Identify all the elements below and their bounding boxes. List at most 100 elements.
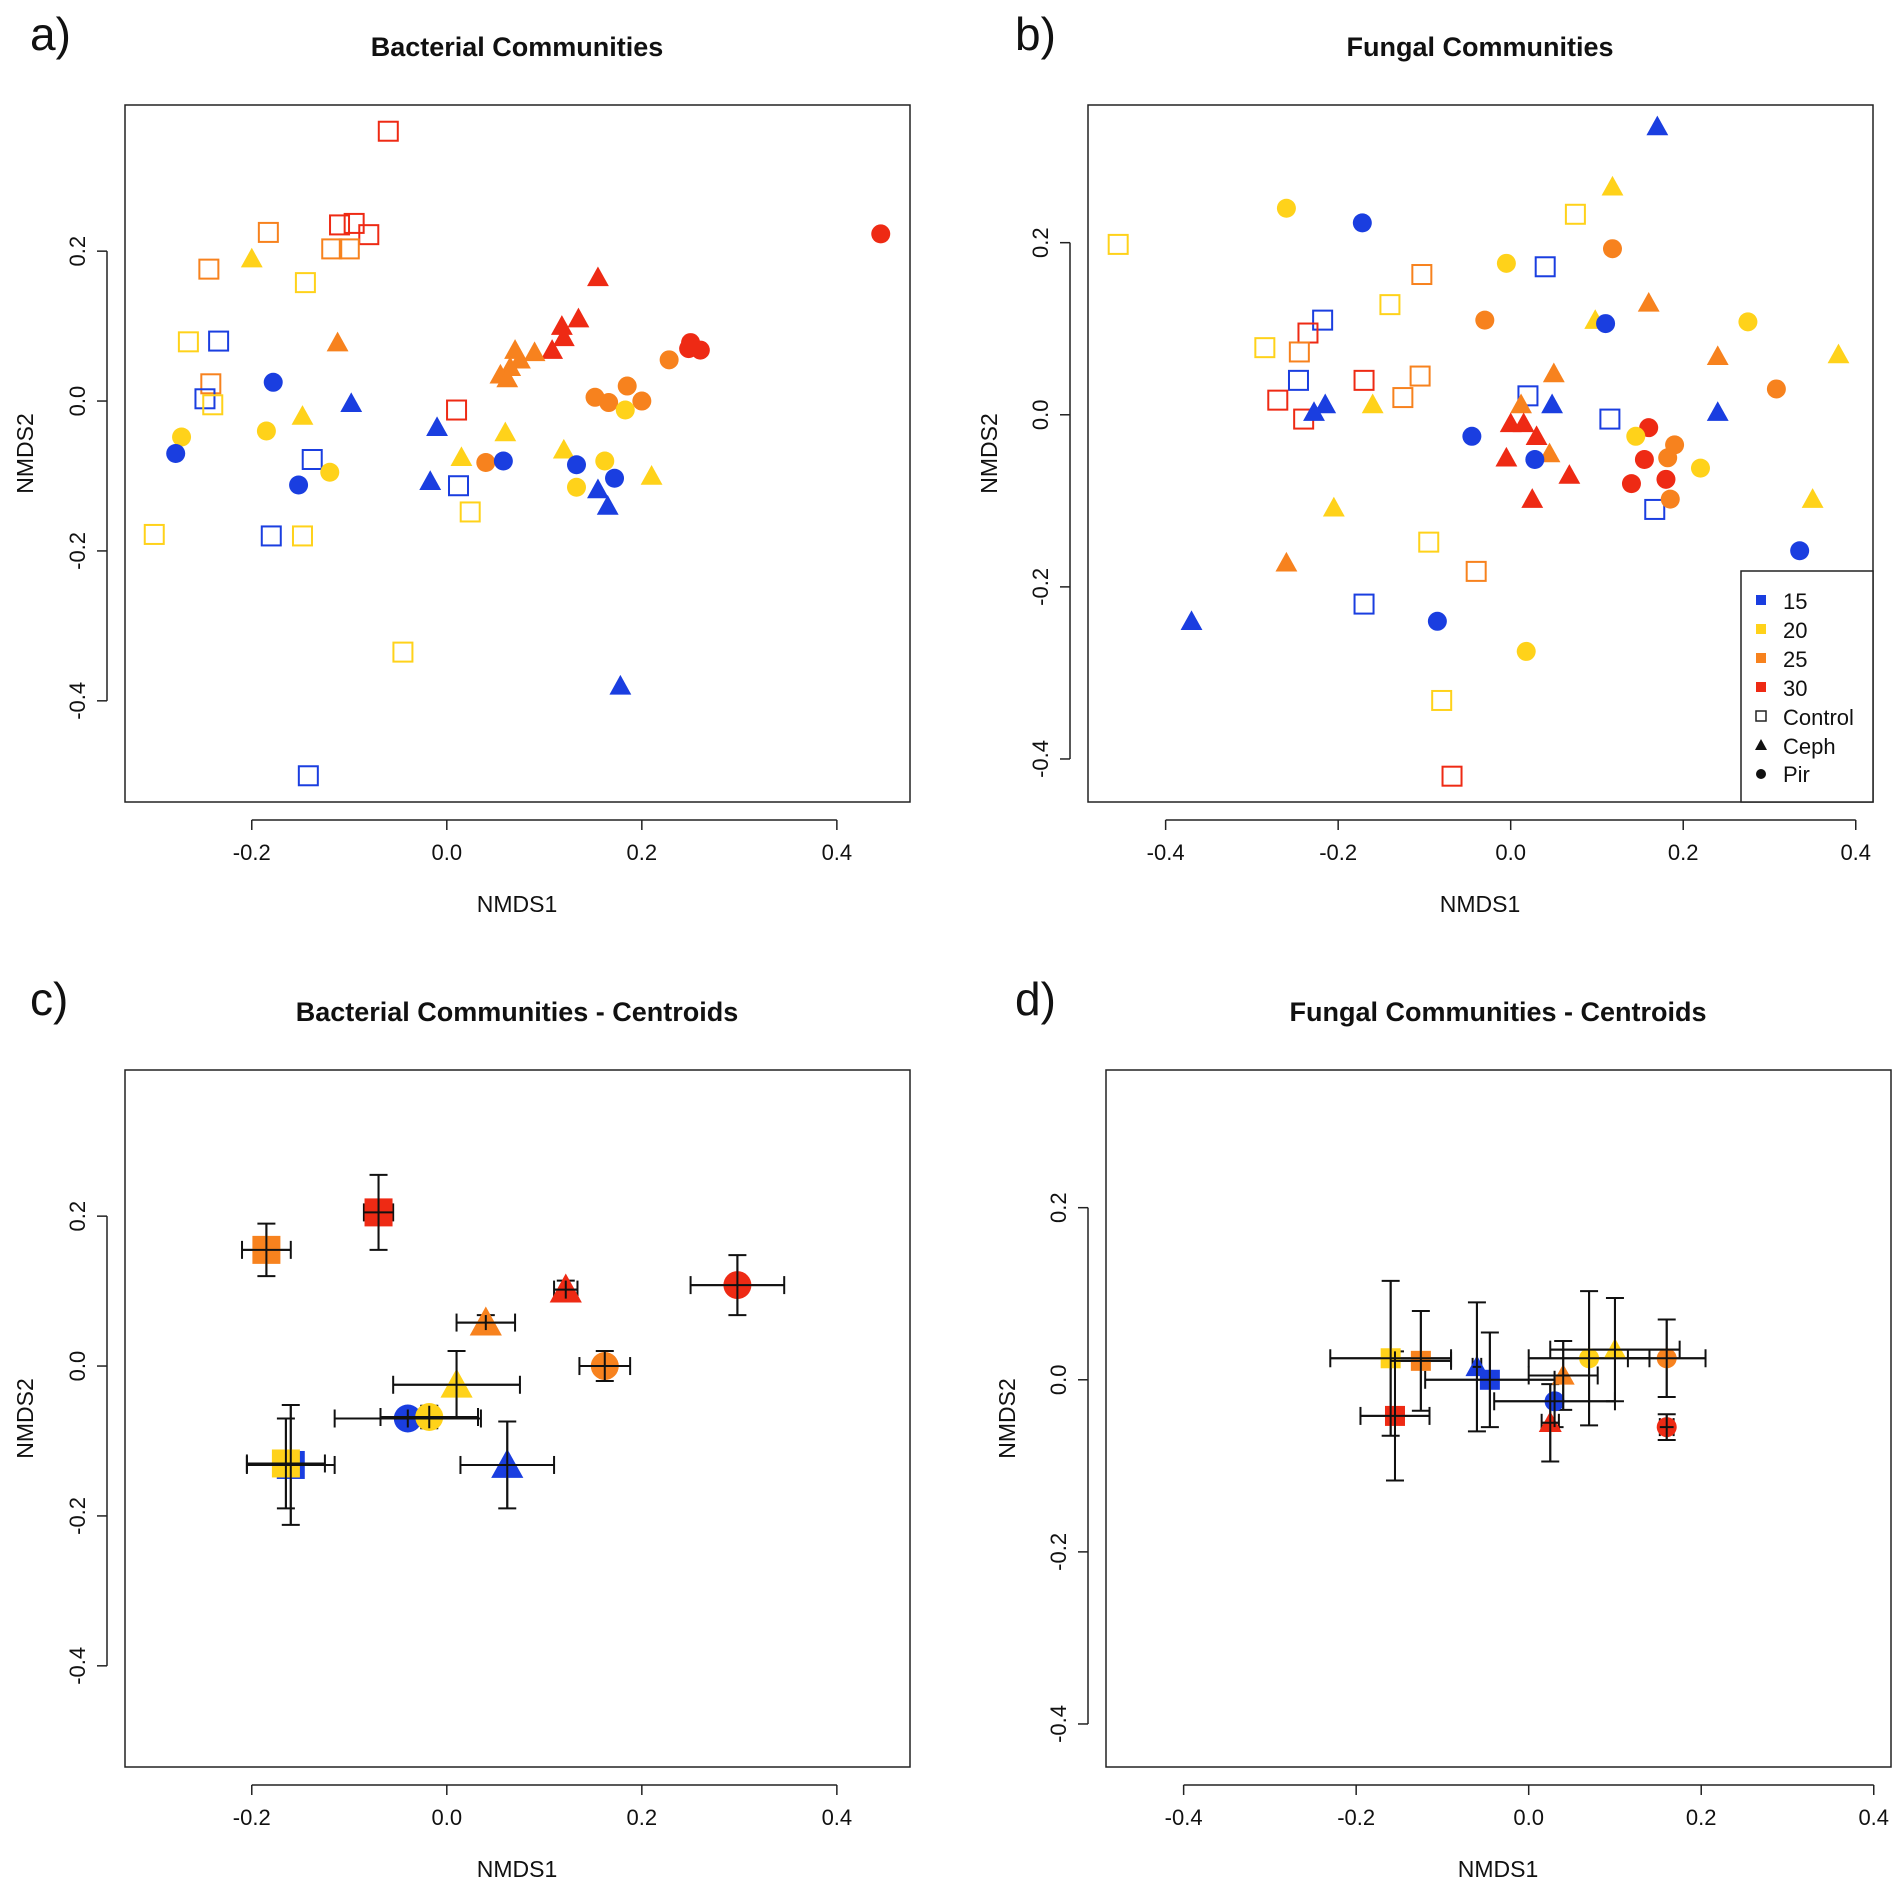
panel-b-x-tick-label: 0.0 [1495,840,1526,865]
panel-c-y-tick-label: -0.4 [65,1647,90,1685]
panel-a-point-triangle-20 [291,405,314,425]
panel-a-point-circle-15 [263,372,283,392]
panel-d-y-axis-label: NMDS2 [994,1378,1020,1459]
panel-b-point-square-20 [1107,233,1129,255]
panel-b-point-circle-25 [1766,379,1786,399]
panel-b-point-triangle-20 [1601,175,1624,196]
panel-a-point-square-15 [260,525,282,547]
panel-a-point-square-15 [194,388,216,410]
panel-b-point-triangle-15 [1303,401,1325,421]
panel-b-point-triangle-30 [1521,488,1544,508]
panel-b-x-tick-label: 0.2 [1668,840,1699,865]
panel-a-marks: -0.2 0.0 0.2 0.4 -0.4 -0.2 0.0 0.2 [65,120,891,865]
panel-d-letter: d) [1015,973,1056,1025]
panel-b-point-circle-15 [1462,426,1482,446]
panel-a-point-circle-30 [871,224,891,244]
panel-d-x-tick-label: 0.4 [1858,1805,1889,1830]
panel-a: a) Bacterial Communities -0.2 0.0 0.2 0.4-0… [12,8,911,917]
panel-d-x-tick-label: -0.4 [1165,1805,1203,1830]
panel-a-point-square-20 [177,331,199,353]
panel-b-point-square-30 [1297,322,1319,344]
panel-a-point-square-30 [446,399,468,421]
panel-a-point-triangle-30 [550,315,573,335]
panel-a-x-tick-label: 0.0 [432,840,463,865]
panel-c-y-tick-label: -0.2 [65,1497,90,1535]
panel-a-x-tick-label: -0.2 [233,840,271,865]
panel-b-letter: b) [1015,8,1056,60]
panel-b-point-triangle-25 [1637,291,1660,312]
legend-swatch-20 [1756,624,1766,634]
panel-a-point-square-15 [297,765,319,787]
panel-c-y-tick-label: 0.2 [65,1201,90,1232]
panel-b-title: Fungal Communities [1346,32,1613,62]
panel-a-point-triangle-15 [596,495,619,515]
panel-b-y-axis-label: NMDS2 [976,413,1002,494]
panel-b-point-triangle-15 [1541,393,1564,414]
panel-b-point-circle-25 [1602,239,1622,259]
panel-b-x-tick-label: -0.2 [1319,840,1357,865]
panel-b-point-circle-20 [1690,458,1710,478]
panel-b-point-triangle-30 [1512,412,1535,433]
panel-a-y-tick-label: 0.2 [65,236,90,267]
panel-d-x-tick-label: -0.2 [1337,1805,1375,1830]
panel-a-point-triangle-25 [499,356,522,377]
panel-b-point-circle-15 [1790,541,1810,561]
panel-b-point-triangle-15 [1180,610,1203,631]
legend-label-25: 25 [1783,647,1807,672]
panel-a-point-circle-25 [632,391,652,411]
panel-b-point-circle-30 [1656,469,1676,489]
panel-a-point-square-30 [343,212,365,234]
panel-b-point-triangle-15 [1646,115,1669,136]
panel-b-point-circle-25 [1475,310,1495,330]
panel-b-point-square-15 [1287,369,1309,391]
panel-c: c) Bacterial Communities - Centroids -0.… [12,973,911,1882]
panel-b-point-triangle-30 [1558,464,1581,484]
panel-d-y-tick-label: 0.0 [1046,1364,1071,1395]
panel-a-point-square-15 [301,448,323,470]
panel-d-x-axis-label: NMDS1 [1458,1856,1539,1882]
panel-c-letter: c) [30,973,68,1025]
panel-b-point-circle-15 [1352,213,1372,233]
legend-label-30: 30 [1783,676,1807,701]
panel-a-point-circle-15 [566,455,586,475]
panel-b-point-triangle-20 [1801,488,1824,508]
panel-a-point-square-15 [208,330,230,352]
panel-b-y-tick-label: 0.2 [1028,227,1053,258]
panel-a-point-square-25 [257,221,279,243]
panel-a-point-triangle-30 [567,307,590,328]
panel-c-x-tick-label: 0.4 [822,1805,853,1830]
panel-b-point-square-20 [1418,531,1440,553]
panel-a-y-tick-label: -0.2 [65,532,90,570]
panel-a-x-tick-label: 0.4 [822,840,853,865]
panel-d-y-tick-label: -0.4 [1046,1705,1071,1743]
panel-a-point-triangle-15 [426,416,448,437]
panel-a-point-square-30 [329,214,351,236]
panel-a-point-triangle-15 [609,674,632,695]
panel-b-point-square-20 [1379,294,1401,316]
panel-c-x-tick-label: 0.2 [627,1805,658,1830]
panel-a-point-square-20 [459,501,481,523]
panel-b: b) Fungal Communities -0.4 -0.2 0.0 0.2 0.4-… [976,8,1874,917]
panel-a-point-triangle-30 [587,266,609,287]
panel-b-point-triangle-25 [1542,362,1565,383]
panel-a-point-square-30 [377,120,399,142]
panel-a-point-square-25 [338,238,360,260]
panel-d-plot-area [1105,1069,1892,1768]
panel-b-y-tick-label: -0.4 [1028,740,1053,778]
panel-b-point-circle-20 [1738,312,1758,332]
panel-b-point-square-20 [1564,203,1586,225]
panel-b-point-square-15 [1312,309,1334,331]
panel-a-point-square-25 [321,238,343,260]
panel-b-point-circle-20 [1496,253,1516,273]
panel-a-point-circle-20 [172,427,192,447]
legend-label-ceph: Ceph [1783,734,1836,759]
panel-b-point-circle-25 [1660,489,1680,509]
panel-b-point-circle-25 [1658,448,1678,468]
panel-b-point-square-30 [1441,765,1463,787]
panel-a-y-axis-label: NMDS2 [12,413,38,494]
panel-b-point-circle-30 [1621,474,1641,494]
panel-c-y-axis-label: NMDS2 [12,1378,38,1459]
panel-c-plot-area [124,1069,911,1768]
panel-b-x-axis-label: NMDS1 [1440,891,1521,917]
